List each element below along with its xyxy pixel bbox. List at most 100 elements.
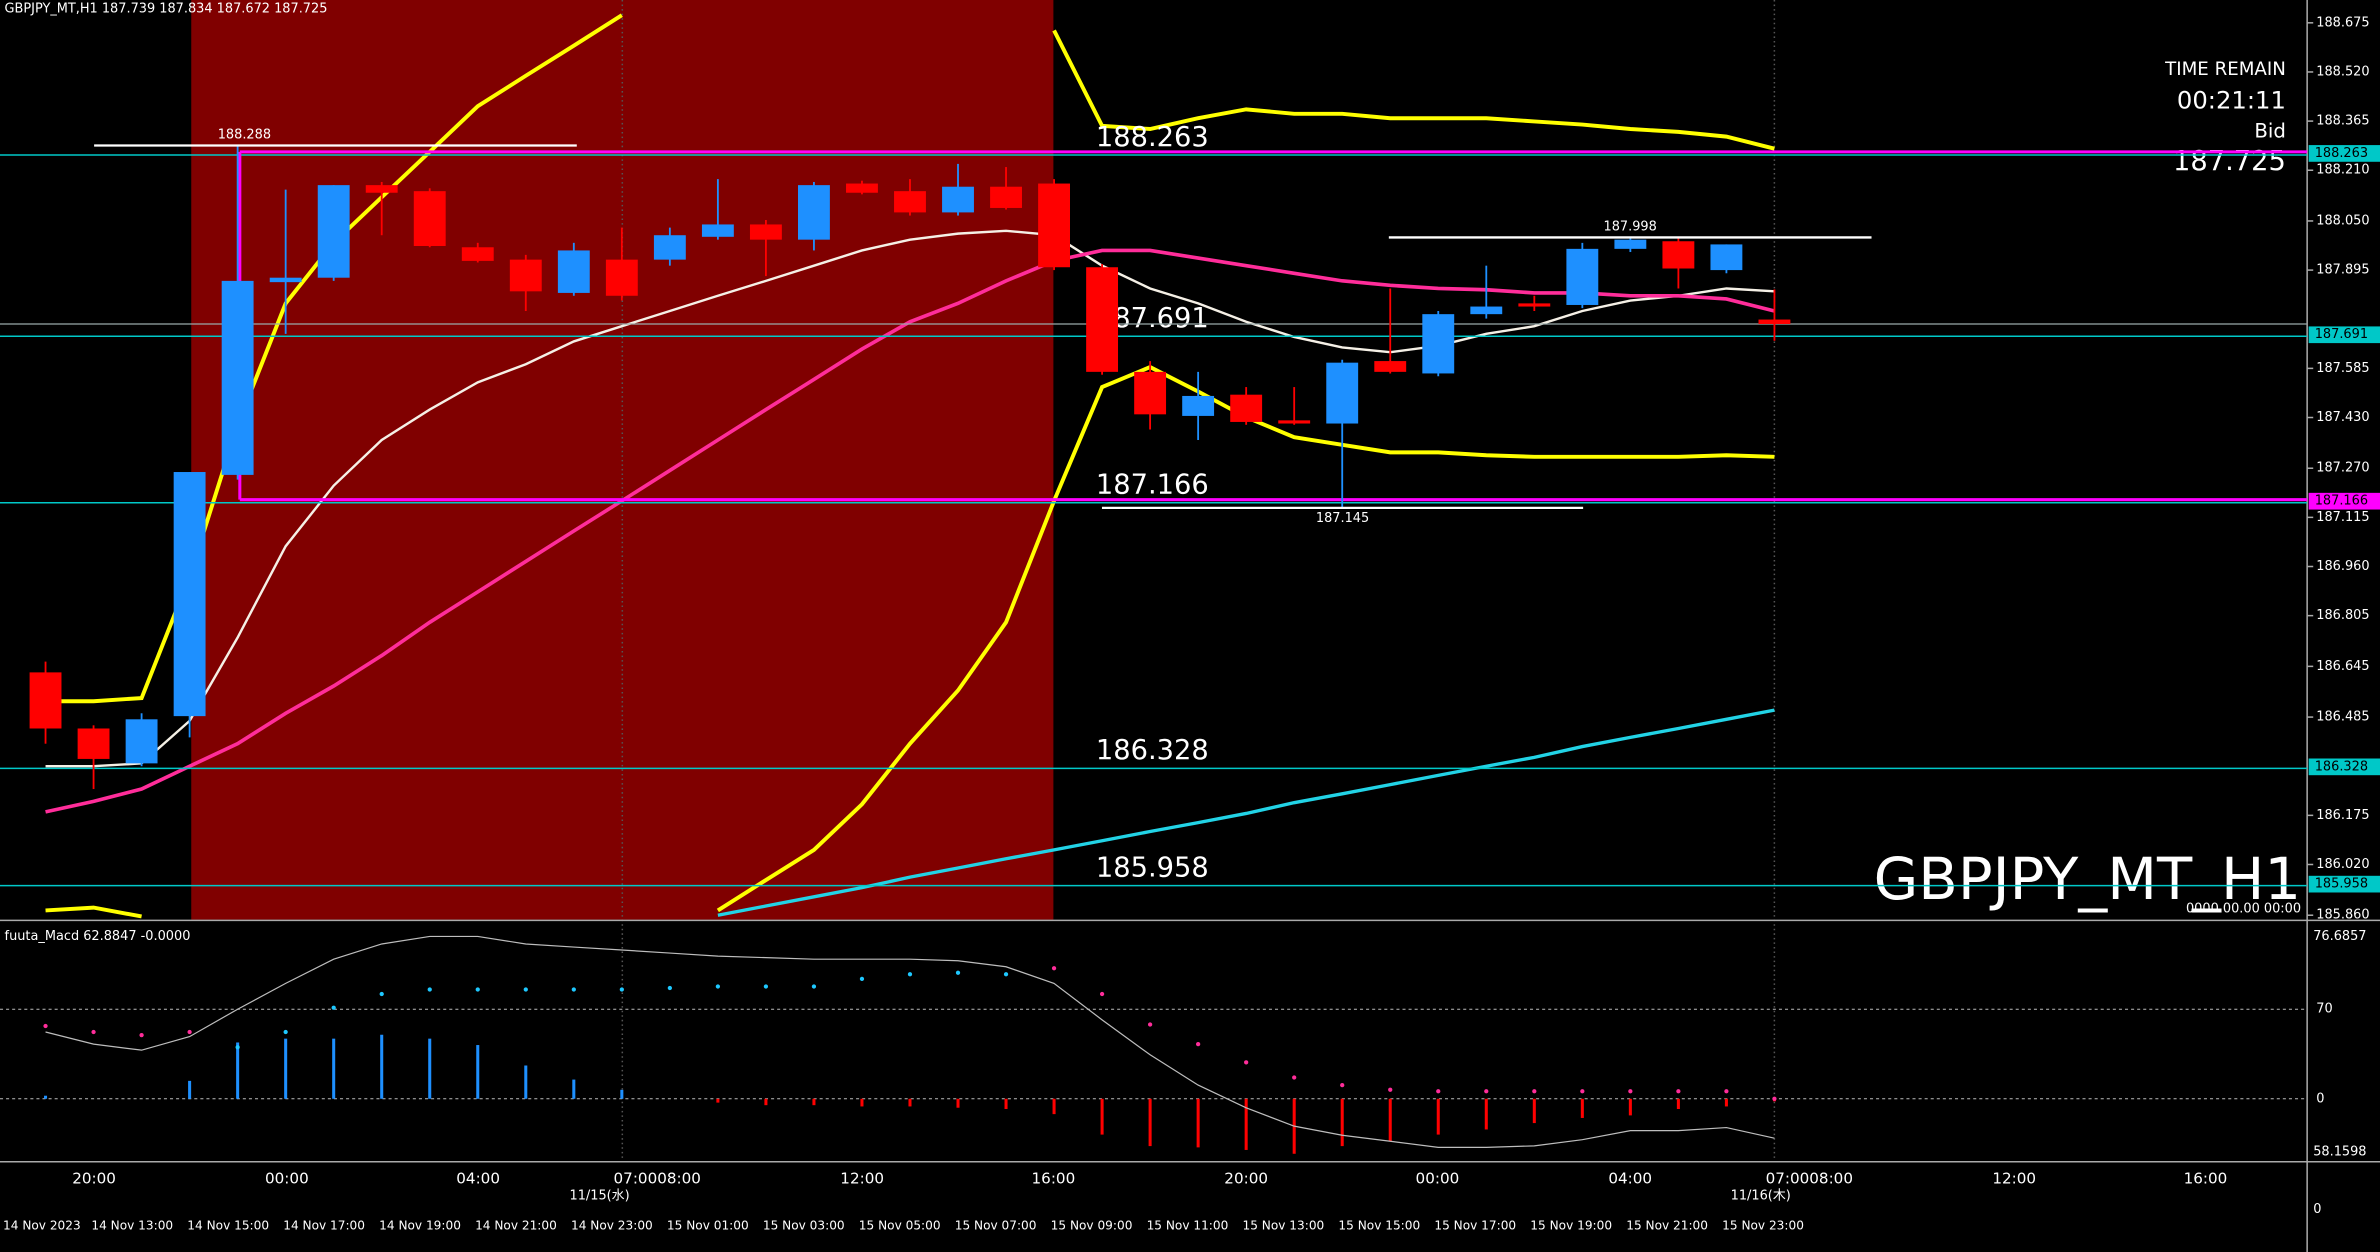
x-tick-label: 12:00 xyxy=(840,1170,884,1188)
marker-label: 188.288 xyxy=(218,127,271,142)
candle-body xyxy=(894,191,926,213)
y-tick-label: 186.175 xyxy=(2316,808,2369,823)
date-label: 14 Nov 2023 xyxy=(3,1219,81,1233)
level-box-label: 187.166 xyxy=(2315,494,2368,509)
level-box-label: 185.958 xyxy=(2315,877,2368,892)
bid-label: Bid xyxy=(2254,120,2286,143)
macd-signal-dot xyxy=(907,972,913,977)
macd-signal-dot xyxy=(1484,1089,1489,1094)
macd-signal-dot xyxy=(715,984,721,989)
candle-body xyxy=(1422,314,1455,374)
macd-signal-dot xyxy=(1147,1022,1153,1027)
macd-signal-dot xyxy=(1724,1089,1729,1094)
macd-signal-dot xyxy=(1676,1089,1681,1094)
x-tick-label: 00:00 xyxy=(265,1170,309,1188)
indicator-line xyxy=(45,905,142,919)
date-label: 15 Nov 21:00 xyxy=(1626,1219,1708,1233)
macd-signal-dot xyxy=(187,1029,192,1035)
date-label: 14 Nov 13:00 xyxy=(91,1219,173,1233)
macd-tick-label: 70 xyxy=(2316,1002,2332,1017)
day-label: 11/15(水) xyxy=(569,1188,629,1203)
x-tick-label: 20:00 xyxy=(1224,1170,1268,1188)
macd-signal-dot xyxy=(1628,1089,1633,1094)
macd-signal-dot xyxy=(139,1032,144,1038)
y-tick-label: 188.675 xyxy=(2316,15,2369,30)
candle-body xyxy=(1662,241,1695,269)
candle-body xyxy=(29,672,62,729)
date-label: 15 Nov 05:00 xyxy=(859,1219,941,1233)
macd-signal-dot xyxy=(427,987,432,992)
macd-tick-label: 0 xyxy=(2316,1091,2324,1106)
x-tick-label: 00:00 xyxy=(1416,1170,1460,1188)
day-label: 11/16(木) xyxy=(1731,1188,1791,1203)
level-box-label: 188.263 xyxy=(2315,146,2368,161)
macd-signal-dot xyxy=(1099,991,1105,997)
y-tick-label: 188.050 xyxy=(2316,213,2369,228)
x-tick-label: 20:00 xyxy=(72,1170,116,1188)
x-tick-label: 07:0008:00 xyxy=(1766,1170,1853,1188)
macd-signal-dot xyxy=(331,1005,336,1010)
y-tick-label: 186.960 xyxy=(2316,559,2369,574)
y-tick-label: 187.585 xyxy=(2316,361,2369,376)
date-label: 15 Nov 19:00 xyxy=(1530,1219,1612,1233)
date-label: 15 Nov 07:00 xyxy=(955,1219,1037,1233)
level-box-label: 186.328 xyxy=(2315,759,2368,774)
macd-line xyxy=(45,935,1775,1148)
x-tick-label: 12:00 xyxy=(1992,1170,2036,1188)
candle-body xyxy=(1710,244,1743,271)
macd-signal-dot xyxy=(859,976,865,982)
candle-body xyxy=(1038,183,1070,268)
y-tick-label: 188.520 xyxy=(2316,64,2369,79)
candle-body xyxy=(1518,303,1551,307)
candle-body xyxy=(1086,267,1119,372)
date-label: 14 Nov 19:00 xyxy=(379,1219,461,1233)
candle-body xyxy=(413,191,446,247)
watermark: GBPJPY_MT_H1 xyxy=(1874,845,2301,913)
date-label: 15 Nov 01:00 xyxy=(667,1219,749,1233)
time-remain: 00:21:11 xyxy=(2177,86,2286,115)
macd-signal-dot xyxy=(1003,972,1009,977)
candle-body xyxy=(461,247,494,261)
marker-label: 187.145 xyxy=(1316,511,1369,526)
y-tick-label: 187.895 xyxy=(2316,263,2369,278)
candle-body xyxy=(173,472,206,717)
macd-signal-dot xyxy=(1436,1089,1441,1094)
indicator-line xyxy=(1052,29,1775,151)
macd-signal-dot xyxy=(1244,1060,1249,1065)
candle-body xyxy=(605,259,638,296)
date-label: 14 Nov 23:00 xyxy=(571,1219,653,1233)
macd-signal-dot xyxy=(379,991,384,997)
y-tick-label: 186.485 xyxy=(2316,710,2369,725)
macd-signal-dot xyxy=(1580,1089,1585,1094)
y-tick-label: 186.805 xyxy=(2316,608,2369,623)
candle-body xyxy=(1326,362,1359,424)
y-tick-label: 188.365 xyxy=(2316,114,2369,129)
macd-signal-dot xyxy=(1292,1075,1297,1080)
candle-body xyxy=(990,186,1022,208)
macd-signal-dot xyxy=(1532,1089,1537,1094)
macd-signal-dot xyxy=(1196,1042,1201,1047)
date-label: 14 Nov 21:00 xyxy=(475,1219,557,1233)
macd-signal-dot xyxy=(763,984,769,989)
macd-signal-dot xyxy=(43,1023,48,1029)
candle-body xyxy=(269,277,302,283)
candle-body xyxy=(365,185,398,193)
candle-body xyxy=(317,185,350,278)
macd-signal-dot xyxy=(475,987,480,992)
y-tick-label: 186.645 xyxy=(2316,659,2369,674)
y-tick-label: 185.860 xyxy=(2316,908,2369,923)
macd-signal-dot xyxy=(91,1029,96,1035)
macd-signal-dot xyxy=(811,984,817,989)
y-tick-label: 186.020 xyxy=(2316,857,2369,872)
y-tick-label: 188.210 xyxy=(2316,163,2369,178)
macd-signal-dot xyxy=(283,1029,288,1035)
macd-signal-dot xyxy=(1340,1082,1345,1088)
macd-scale-max: 76.6857 xyxy=(2313,929,2366,944)
axis-zero-label: 0 xyxy=(2313,1202,2321,1217)
marker-label: 187.998 xyxy=(1604,219,1657,234)
macd-signal-dot xyxy=(1051,966,1057,971)
level-box xyxy=(2308,145,2380,162)
macd-signal-dot xyxy=(1772,1096,1777,1101)
x-tick-label: 04:00 xyxy=(456,1170,500,1188)
